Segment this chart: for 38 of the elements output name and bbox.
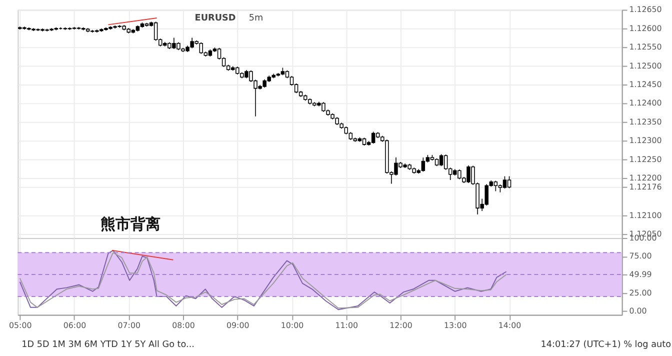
y-tick-label: 1.12300 bbox=[629, 136, 662, 146]
x-tick-label: 06:00 bbox=[63, 321, 86, 330]
x-tick-label: 08:00 bbox=[172, 321, 195, 330]
x-tick-label: 11:00 bbox=[335, 321, 358, 330]
candlestick bbox=[494, 180, 498, 192]
y-tick-label: 1.12250 bbox=[629, 154, 662, 164]
x-tick-label: 13:00 bbox=[444, 321, 467, 330]
y-tick-label: 0.00 bbox=[629, 306, 647, 316]
y-tick-label: 1.12500 bbox=[629, 61, 662, 70]
y-tick-label: 1.12176 bbox=[629, 182, 662, 192]
y-tick-label: 1.12450 bbox=[629, 80, 662, 90]
candlestick bbox=[502, 176, 507, 189]
y-tick-label: 1.12650 bbox=[629, 5, 662, 14]
x-tick-label: 10:00 bbox=[280, 321, 304, 330]
text: 1D 5D 1M 3M 6M YTD 1Y 5Y All Go to... bbox=[22, 340, 194, 350]
chart-subtitle: 5m bbox=[248, 14, 264, 24]
x-tick-label: 12:00 bbox=[390, 321, 412, 330]
candlestick bbox=[421, 157, 426, 172]
y-tick-label: 75.00 bbox=[629, 252, 652, 261]
annotation: 熊市背离 bbox=[100, 215, 160, 234]
text: 14:01:27 (UTC+1) % log auto bbox=[540, 340, 672, 350]
y-tick-label: 1.12100 bbox=[629, 211, 662, 220]
x-tick-label: 05:00 bbox=[9, 321, 32, 330]
candlestick bbox=[507, 176, 512, 189]
y-tick-label: 1.12550 bbox=[629, 42, 662, 52]
y-tick-label: 1.12200 bbox=[629, 174, 662, 183]
y-tick-label: 25.00 bbox=[629, 288, 652, 298]
candlestick bbox=[371, 131, 376, 144]
x-tick-label: 14:00 bbox=[498, 321, 522, 330]
chart-title: EURUSD bbox=[194, 14, 236, 24]
y-tick-label: 1.12400 bbox=[629, 98, 662, 108]
y-tick-label: 1.12350 bbox=[629, 117, 662, 126]
y-tick-label: 49.99 bbox=[629, 270, 652, 280]
candlestick bbox=[439, 154, 444, 167]
candlestick bbox=[154, 21, 158, 42]
y-tick-label: 1.12600 bbox=[629, 24, 662, 33]
x-tick-label: 09:00 bbox=[226, 321, 250, 330]
x-tick-label: 07:00 bbox=[118, 321, 140, 330]
